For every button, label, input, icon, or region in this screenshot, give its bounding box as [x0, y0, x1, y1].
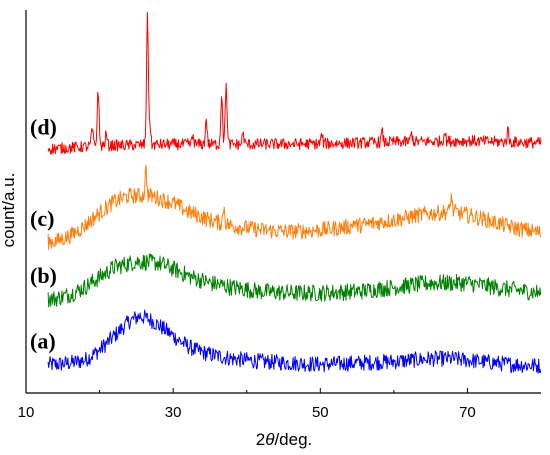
x-tick-label: 10 — [18, 404, 35, 421]
y-axis-title: count/a.u. — [0, 173, 18, 248]
x-axis-title-prefix: 2 — [256, 430, 265, 449]
x-axis-title-suffix: /deg. — [274, 430, 312, 449]
series-label: (c) — [30, 206, 54, 231]
x-tick-label: 30 — [165, 404, 182, 421]
series-label: (a) — [30, 329, 56, 354]
axes: 10 30 50 70 — [18, 10, 541, 421]
series-trace — [47, 309, 542, 374]
x-axis-title-symbol: θ — [265, 430, 275, 449]
series-trace — [47, 164, 542, 250]
x-axis-title: 2θ/deg. — [256, 430, 313, 449]
x-tick-label: 70 — [459, 404, 476, 421]
series-trace — [47, 12, 542, 155]
plot-area: (a) (b) (c) (d) — [30, 12, 542, 374]
series-trace — [47, 253, 542, 308]
series-label: (b) — [30, 263, 57, 288]
series-label: (d) — [30, 114, 57, 139]
x-tick-label: 50 — [312, 404, 329, 421]
